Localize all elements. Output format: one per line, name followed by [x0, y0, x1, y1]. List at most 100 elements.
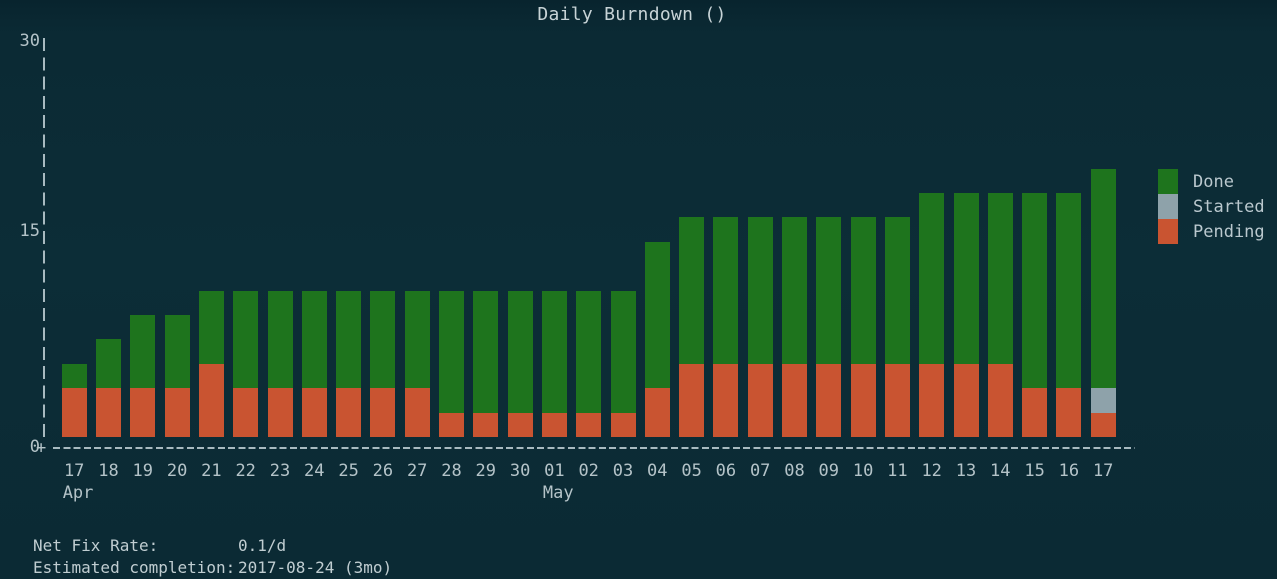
x-tick-label: 24	[304, 461, 325, 481]
y-axis-line	[43, 38, 45, 443]
bar-segment-done	[473, 290, 499, 413]
bar-segment-done	[404, 290, 430, 389]
x-tick-label: 14	[990, 461, 1011, 481]
bar-segment-done	[439, 290, 464, 413]
x-tick-label: 02	[578, 461, 599, 481]
bar-segment-done	[301, 290, 327, 389]
bar-segment-started	[1090, 388, 1116, 413]
bar-segment-done	[953, 193, 979, 364]
net-fix-rate-value: 0.1/d	[238, 536, 287, 555]
bar-segment-pending	[850, 363, 876, 437]
x-tick-label: 28	[441, 461, 462, 481]
bar-segment-pending	[884, 363, 910, 437]
x-tick-label: 08	[784, 461, 805, 481]
month-label-apr: Apr	[62, 483, 94, 503]
bar-segment-pending	[1090, 412, 1116, 437]
bar-segment-done	[198, 290, 224, 364]
x-tick-label: 04	[647, 461, 668, 481]
bar-segment-done	[919, 193, 945, 364]
bar-segment-done	[679, 217, 705, 364]
bar-segment-pending	[610, 412, 636, 437]
bar-segment-pending	[679, 363, 705, 437]
legend-row-started: Started	[1158, 194, 1265, 219]
bar-segment-done	[370, 290, 396, 389]
bar-segment-done	[1056, 193, 1082, 389]
bar-segment-pending	[61, 388, 87, 437]
legend-row-pending: Pending	[1158, 219, 1265, 244]
stats-block: Net Fix Rate: 0.1/d Estimated completion:…	[33, 535, 392, 579]
x-tick-label: 06	[715, 461, 737, 481]
x-tick-label: 01	[544, 461, 565, 481]
bar-segment-done	[1090, 168, 1116, 389]
bar-segment-done	[816, 217, 842, 364]
axis-origin-plus: +	[36, 438, 47, 458]
bar-segment-pending	[953, 363, 979, 437]
legend: Done Started Pending	[1158, 169, 1265, 244]
x-tick-label: 10	[852, 461, 874, 481]
x-tick-label: 22	[235, 461, 256, 481]
y-tick-label: 0	[29, 437, 40, 457]
bar-segment-done	[644, 241, 670, 389]
x-tick-label: 27	[406, 461, 428, 481]
bar-segment-pending	[987, 363, 1013, 437]
bar-segment-pending	[439, 412, 464, 437]
x-tick-label: 25	[338, 461, 359, 481]
bar-segment-pending	[404, 388, 430, 437]
bar-segment-pending	[1022, 388, 1048, 437]
x-tick-label: 16	[1058, 461, 1080, 481]
estimated-completion-label: Estimated completion:	[33, 558, 236, 577]
bar-segment-done	[130, 315, 156, 389]
bar-segment-pending	[96, 388, 121, 437]
legend-label-pending: Pending	[1193, 221, 1265, 242]
bar-segment-pending	[370, 388, 396, 437]
bar-segment-pending	[919, 363, 945, 437]
y-tick-label: 15	[19, 221, 40, 241]
x-tick-label: 11	[887, 461, 908, 481]
bar-segment-pending	[267, 388, 293, 437]
net-fix-rate-row: Net Fix Rate: 0.1/d	[33, 535, 392, 557]
x-tick-label: 13	[955, 461, 977, 481]
x-tick-label: 26	[372, 461, 394, 481]
bar-segment-pending	[507, 412, 533, 437]
chart-title: Daily Burndown ()	[537, 4, 727, 25]
bar-segment-pending	[713, 363, 739, 437]
legend-label-done: Done	[1193, 171, 1234, 192]
bar-segment-done	[164, 315, 190, 389]
bar-segment-pending	[130, 388, 156, 437]
bar-segment-pending	[541, 412, 567, 437]
legend-swatch-started	[1158, 194, 1178, 219]
bar-segment-done	[713, 217, 739, 364]
x-tick-label: 19	[132, 461, 154, 481]
x-tick-label: 23	[269, 461, 291, 481]
net-fix-rate-label: Net Fix Rate:	[33, 536, 159, 555]
estimated-completion-value: 2017-08-24 (3mo)	[238, 558, 393, 577]
x-tick-label: 17	[1092, 461, 1114, 481]
bar-segment-done	[987, 193, 1013, 364]
bar-segment-pending	[644, 388, 670, 437]
legend-row-done: Done	[1158, 169, 1265, 194]
bar-segment-done	[233, 290, 259, 389]
bar-segment-done	[884, 217, 910, 364]
x-tick-label: 09	[818, 461, 840, 481]
y-tick-label: 30	[19, 31, 40, 51]
x-tick-label: 12	[921, 461, 942, 481]
bar-segment-done	[96, 339, 121, 389]
x-tick-label: 29	[475, 461, 497, 481]
bar-segment-pending	[816, 363, 842, 437]
bar-segment-done	[850, 217, 876, 364]
month-label-may: May	[542, 483, 574, 503]
bar-segment-pending	[1056, 388, 1082, 437]
estimated-completion-row: Estimated completion: 2017-08-24 (3mo)	[33, 557, 392, 579]
bar-segment-done	[507, 290, 533, 413]
bar-segment-done	[576, 290, 602, 413]
legend-swatch-done	[1158, 169, 1178, 194]
bar-segment-pending	[747, 363, 773, 437]
bar-segment-pending	[164, 388, 190, 437]
bar-segment-pending	[473, 412, 499, 437]
bar-segment-pending	[233, 388, 259, 437]
x-axis-line	[53, 447, 1135, 449]
bar-segment-done	[610, 290, 636, 413]
bar-segment-pending	[576, 412, 602, 437]
x-tick-label: 07	[749, 461, 771, 481]
x-tick-label: 15	[1024, 461, 1045, 481]
